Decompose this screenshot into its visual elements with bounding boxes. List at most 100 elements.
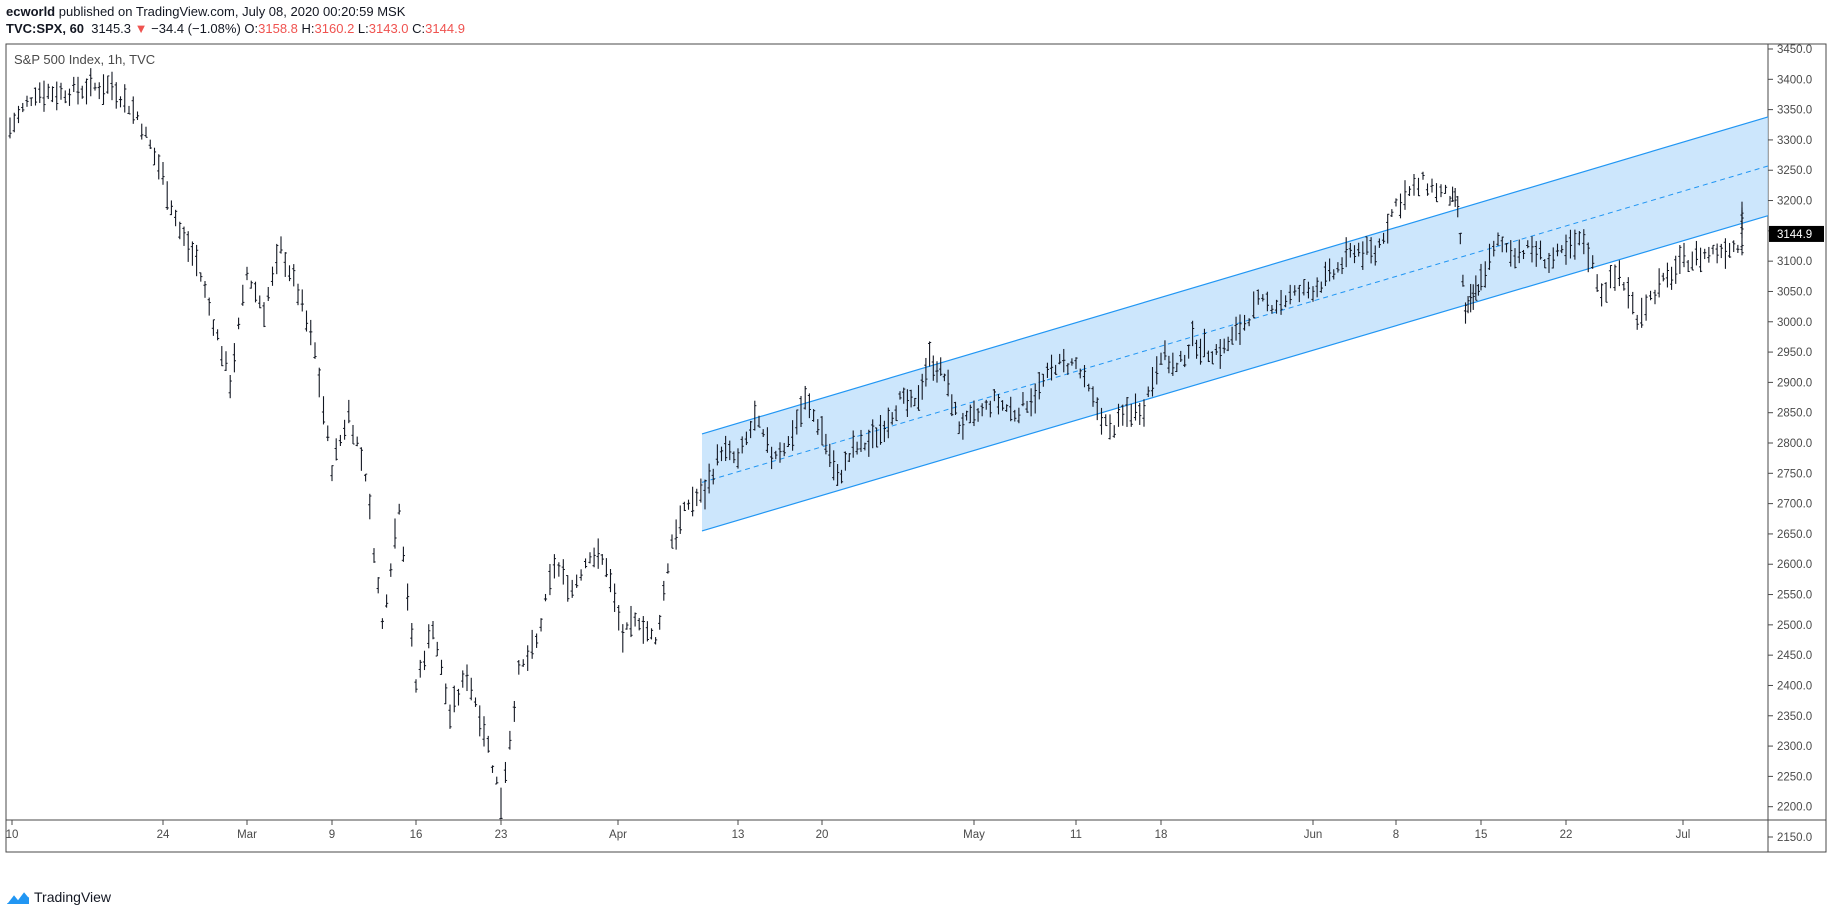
time-axis[interactable]: 10 24 Mar 9 16 23 Apr 13 20 May 11 18 Jun 8 15 22 Jul <box>6 820 1691 841</box>
ohlc-bar <box>1041 373 1045 387</box>
ohlc-bar <box>1648 290 1653 301</box>
ohlc-bar <box>803 385 807 410</box>
ohlc-bar <box>1635 314 1639 330</box>
ohlc-bar <box>385 594 389 608</box>
ohlc-bar <box>1344 237 1348 268</box>
ohlc-bar <box>535 633 539 648</box>
ohlc-bar <box>330 465 334 482</box>
price-tick-label: 3400.0 <box>1777 74 1812 86</box>
ohlc-bar <box>1715 243 1719 264</box>
ohlc-bar <box>1150 367 1155 397</box>
ohlc-bar <box>444 683 448 705</box>
ohlc-bar <box>67 88 72 106</box>
ohlc-bar <box>1265 291 1269 312</box>
ohlc-bar <box>1179 350 1183 362</box>
ohlc-bar <box>1125 397 1129 427</box>
price-axis[interactable]: 3450.03400.03350.03300.03250.03200.03150… <box>1768 44 1824 844</box>
ohlc-bar <box>1045 362 1050 378</box>
ohlc-bar <box>552 554 556 579</box>
ohlc-bar <box>1604 282 1608 303</box>
ohlc-bar <box>473 697 478 707</box>
ohlc-bar <box>1458 232 1462 245</box>
ohlc-bar <box>195 244 199 277</box>
ohlc-bar <box>203 281 207 298</box>
ohlc-bar <box>1159 352 1163 365</box>
price-tick-label: 2600.0 <box>1777 559 1812 571</box>
time-tick-label: 8 <box>1393 829 1399 841</box>
ohlc-bar <box>1626 277 1630 309</box>
ohlc-bar <box>216 329 220 341</box>
ohlc-bar <box>1202 328 1207 358</box>
ohlc-bar <box>749 420 753 439</box>
ohlc-bar <box>935 361 939 383</box>
ohlc-bar <box>1526 240 1530 249</box>
ohlc-bar <box>649 628 654 640</box>
ohlc-bar <box>774 450 778 460</box>
ohlc-bar <box>220 346 224 367</box>
ohlc-bar <box>1306 281 1311 299</box>
ohlc-bar <box>435 641 439 657</box>
ohlc-bar <box>1129 403 1133 427</box>
ohlc-bar <box>1058 353 1062 365</box>
high-label: H: <box>301 21 315 36</box>
ohlc-bar <box>1238 314 1242 345</box>
ohlc-bar <box>588 552 592 564</box>
ohlc-bar <box>1054 364 1058 375</box>
ohlc-bar <box>570 579 574 598</box>
ohlc-bar <box>29 97 33 107</box>
last-price: 3145.3 <box>91 21 132 36</box>
ohlc-bar <box>579 569 583 581</box>
ohlc-bar <box>1361 241 1365 270</box>
ohlc-bar <box>674 519 678 550</box>
ohlc-bar <box>695 488 699 507</box>
ohlc-bar <box>232 343 236 373</box>
low-label: L: <box>357 21 369 36</box>
ohlc-bar <box>292 264 296 287</box>
ohlc-bar <box>140 123 144 140</box>
ohlc-bar <box>1582 229 1586 255</box>
ohlc-bar <box>452 685 456 713</box>
ohlc-bar <box>913 397 917 407</box>
ohlc-bar <box>38 82 42 104</box>
author-name[interactable]: ecworld <box>6 4 56 19</box>
ohlc-bar <box>1430 178 1434 193</box>
ohlc-bar <box>1000 400 1005 411</box>
ohlc-bar <box>241 284 245 306</box>
channel-upper-line[interactable] <box>701 116 1769 435</box>
ohlc-bar <box>699 478 703 503</box>
ohlc-bar <box>1319 281 1323 293</box>
ohlc-bar <box>1456 196 1460 218</box>
ohlc-bar <box>521 659 525 667</box>
ohlc-bar <box>1530 236 1534 263</box>
ohlc-bar <box>347 399 351 424</box>
ohlc-bar <box>1577 231 1581 246</box>
ohlc-bar <box>190 241 194 266</box>
ohlc-bar <box>1095 397 1099 421</box>
ohlc-bar <box>557 562 561 577</box>
down-arrow-icon: ▼ <box>134 21 148 36</box>
ohlc-bar <box>791 420 795 451</box>
ohlc-bar <box>338 434 342 447</box>
ohlc-bar <box>1466 296 1470 314</box>
tradingview-logo[interactable]: TradingView <box>6 889 111 905</box>
ohlc-bar <box>46 83 50 100</box>
ohlc-bar <box>1727 242 1732 258</box>
ohlc-bar <box>21 102 25 113</box>
ohlc-bar <box>1357 242 1361 257</box>
low-value: 3143.0 <box>368 21 409 36</box>
price-tick-label: 2350.0 <box>1777 711 1812 723</box>
ohlc-bar <box>1534 241 1538 267</box>
ohlc-bar <box>592 547 596 568</box>
ohlc-bar <box>1443 184 1448 194</box>
ohlc-bar <box>93 82 97 91</box>
ohlc-bar <box>1608 264 1613 289</box>
open-value: 3158.8 <box>258 21 298 36</box>
channel-lower-line[interactable] <box>701 215 1769 532</box>
parallel-channel[interactable] <box>701 116 1769 532</box>
ohlc-bar <box>909 389 913 408</box>
price-tick-label: 2200.0 <box>1777 802 1812 814</box>
ohlc-bar <box>249 280 253 289</box>
ohlc-bar <box>530 629 534 659</box>
ohlc-bar <box>898 391 902 400</box>
